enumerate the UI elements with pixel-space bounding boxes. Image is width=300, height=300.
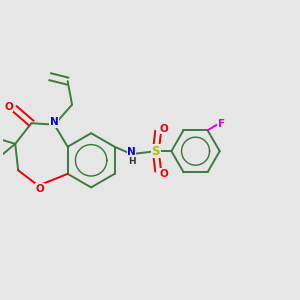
Text: O: O <box>36 184 44 194</box>
Text: N: N <box>127 147 136 158</box>
Text: F: F <box>218 119 225 129</box>
Text: O: O <box>159 124 168 134</box>
Text: O: O <box>159 169 168 178</box>
Text: S: S <box>152 145 160 158</box>
Text: N: N <box>50 117 59 127</box>
Text: O: O <box>4 102 13 112</box>
Text: H: H <box>128 157 136 166</box>
